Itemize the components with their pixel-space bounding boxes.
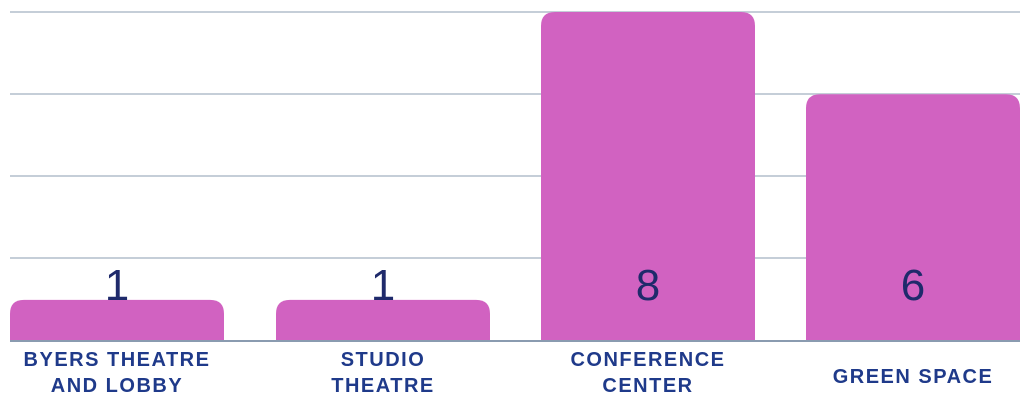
category-labels: BYERS THEATRE AND LOBBY STUDIO THEATRE CONFE… — [24, 349, 994, 397]
value-label-1: 1 — [371, 261, 395, 310]
value-label-3: 6 — [901, 261, 925, 310]
category-label-3-line-0: GREEN SPACE — [833, 366, 994, 388]
category-label-2-line-1: CENTER — [602, 375, 693, 397]
category-label-1-line-0: STUDIO — [341, 349, 426, 371]
category-label-1: STUDIO THEATRE — [331, 349, 434, 397]
category-label-2: CONFERENCE CENTER — [570, 349, 725, 397]
bar-0 — [10, 299, 224, 341]
category-label-0-line-1: AND LOBBY — [51, 375, 183, 397]
bar-1 — [276, 299, 490, 341]
category-label-0-line-0: BYERS THEATRE — [24, 349, 211, 371]
value-label-2: 8 — [636, 261, 660, 310]
value-label-0: 1 — [105, 261, 129, 310]
value-labels: 1 1 8 6 — [105, 261, 925, 310]
bars — [10, 12, 1020, 341]
category-label-2-line-0: CONFERENCE — [570, 349, 725, 371]
category-label-0: BYERS THEATRE AND LOBBY — [24, 349, 211, 397]
bar-2 — [541, 12, 755, 341]
category-label-1-line-1: THEATRE — [331, 375, 434, 397]
bar-3 — [806, 94, 1020, 341]
category-label-3: GREEN SPACE — [833, 366, 994, 388]
